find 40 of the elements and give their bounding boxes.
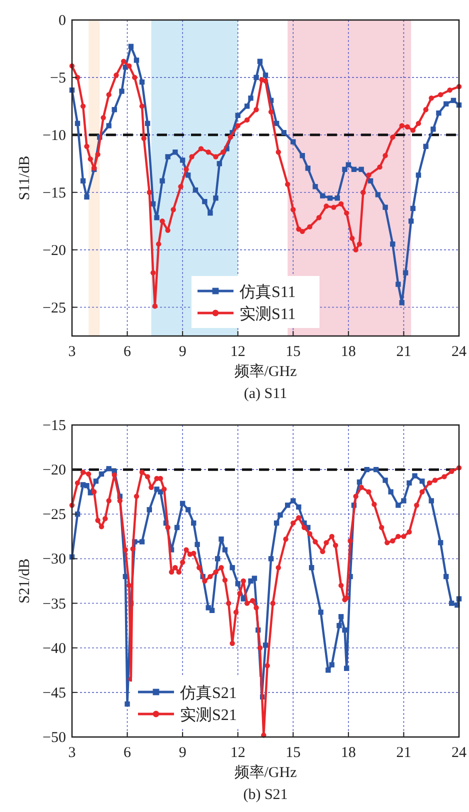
y-tick-label: −5 xyxy=(50,70,66,86)
x-tick-label: 15 xyxy=(286,745,301,761)
legend-label: 仿真S21 xyxy=(179,684,237,702)
legend-label: 实测S21 xyxy=(180,706,237,724)
legend-label: 实测S11 xyxy=(240,305,296,323)
x-tick-label: 3 xyxy=(68,745,76,761)
x-tick-label: 9 xyxy=(178,344,186,360)
x-tick-label: 15 xyxy=(286,344,301,360)
y-axis-title: S11/dB xyxy=(17,156,33,200)
y-tick-label: −30 xyxy=(42,552,66,568)
x-tick-label: 12 xyxy=(230,745,246,761)
y-tick-label: −25 xyxy=(42,507,66,524)
y-tick-label: −50 xyxy=(42,730,66,746)
x-tick-label: 24 xyxy=(452,745,467,761)
y-tick-label: −35 xyxy=(42,596,66,612)
x-tick-label: 9 xyxy=(178,745,186,761)
y-tick-label: −25 xyxy=(42,300,66,316)
y-tick-label: −15 xyxy=(42,418,66,434)
x-tick-label: 6 xyxy=(124,344,132,360)
y-tick-label: −45 xyxy=(42,685,66,702)
y-tick-label: −20 xyxy=(42,462,66,479)
x-tick-label: 21 xyxy=(396,745,412,761)
x-tick-label: 18 xyxy=(340,344,356,360)
x-tick-label: 3 xyxy=(68,344,76,360)
y-axis-title: S21/dB xyxy=(17,558,33,604)
y-tick-label: −15 xyxy=(42,185,66,202)
y-tick-label: −40 xyxy=(42,640,66,657)
text: (a) S11 xyxy=(244,386,288,402)
x-tick-label: 24 xyxy=(452,344,467,360)
x-tick-label: 21 xyxy=(396,344,412,360)
x-tick-label: 6 xyxy=(124,745,132,761)
y-tick-label: 0 xyxy=(58,13,66,29)
y-tick-label: −20 xyxy=(42,242,66,259)
x-tick-label: 18 xyxy=(340,745,356,761)
x-axis-title: 频率/GHz xyxy=(234,363,298,380)
text: (b) S21 xyxy=(243,787,288,803)
x-axis-title: 频率/GHz xyxy=(234,764,298,781)
legend-label: 仿真S11 xyxy=(238,283,296,301)
y-tick-label: −10 xyxy=(42,128,66,144)
x-tick-label: 12 xyxy=(230,344,246,360)
